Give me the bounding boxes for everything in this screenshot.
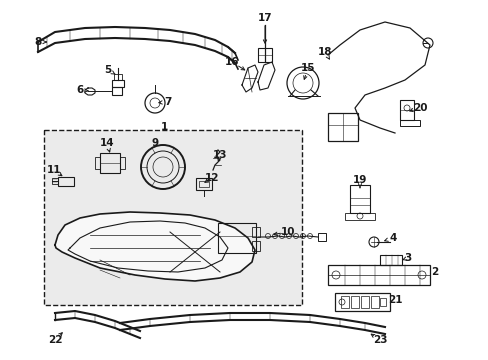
Bar bbox=[52, 178, 58, 184]
Text: 2: 2 bbox=[430, 267, 438, 277]
Text: 3: 3 bbox=[404, 253, 411, 263]
Bar bbox=[251, 241, 260, 251]
Bar bbox=[44, 130, 302, 305]
Bar bbox=[345, 213, 374, 220]
Bar bbox=[350, 296, 358, 308]
Bar bbox=[100, 153, 120, 173]
Bar bbox=[399, 100, 413, 120]
Bar bbox=[349, 185, 369, 213]
Text: 6: 6 bbox=[76, 85, 83, 95]
Bar bbox=[379, 298, 385, 306]
Bar bbox=[399, 120, 419, 126]
Bar bbox=[334, 293, 389, 311]
Text: 12: 12 bbox=[204, 173, 219, 183]
Polygon shape bbox=[55, 212, 254, 281]
Text: 23: 23 bbox=[372, 335, 386, 345]
Text: 17: 17 bbox=[257, 13, 272, 23]
Text: 8: 8 bbox=[34, 37, 41, 47]
Bar bbox=[114, 74, 122, 80]
Bar bbox=[196, 178, 212, 190]
Text: 5: 5 bbox=[104, 65, 111, 75]
Bar bbox=[370, 296, 378, 308]
Bar bbox=[360, 296, 368, 308]
Bar bbox=[340, 296, 348, 308]
Bar bbox=[327, 265, 429, 285]
Bar bbox=[251, 227, 260, 237]
Bar bbox=[199, 181, 208, 187]
Bar bbox=[95, 157, 100, 169]
Text: 16: 16 bbox=[224, 57, 239, 67]
Text: 21: 21 bbox=[387, 295, 402, 305]
Bar bbox=[218, 223, 256, 253]
Bar bbox=[379, 255, 401, 265]
Bar bbox=[112, 87, 122, 95]
Text: 13: 13 bbox=[212, 150, 227, 160]
Text: 11: 11 bbox=[47, 165, 61, 175]
Text: 20: 20 bbox=[412, 103, 427, 113]
Text: 14: 14 bbox=[100, 138, 114, 148]
Bar bbox=[112, 80, 124, 87]
Bar bbox=[327, 113, 357, 141]
Text: 1: 1 bbox=[160, 122, 167, 132]
Text: 9: 9 bbox=[151, 138, 158, 148]
Bar bbox=[58, 177, 74, 186]
Text: 15: 15 bbox=[300, 63, 315, 73]
Text: 7: 7 bbox=[164, 97, 171, 107]
Text: 19: 19 bbox=[352, 175, 366, 185]
Bar bbox=[258, 48, 271, 62]
Text: 4: 4 bbox=[388, 233, 396, 243]
Text: 18: 18 bbox=[317, 47, 331, 57]
Bar bbox=[317, 233, 325, 241]
Text: 10: 10 bbox=[280, 227, 295, 237]
Bar bbox=[120, 157, 125, 169]
Text: 22: 22 bbox=[48, 335, 62, 345]
